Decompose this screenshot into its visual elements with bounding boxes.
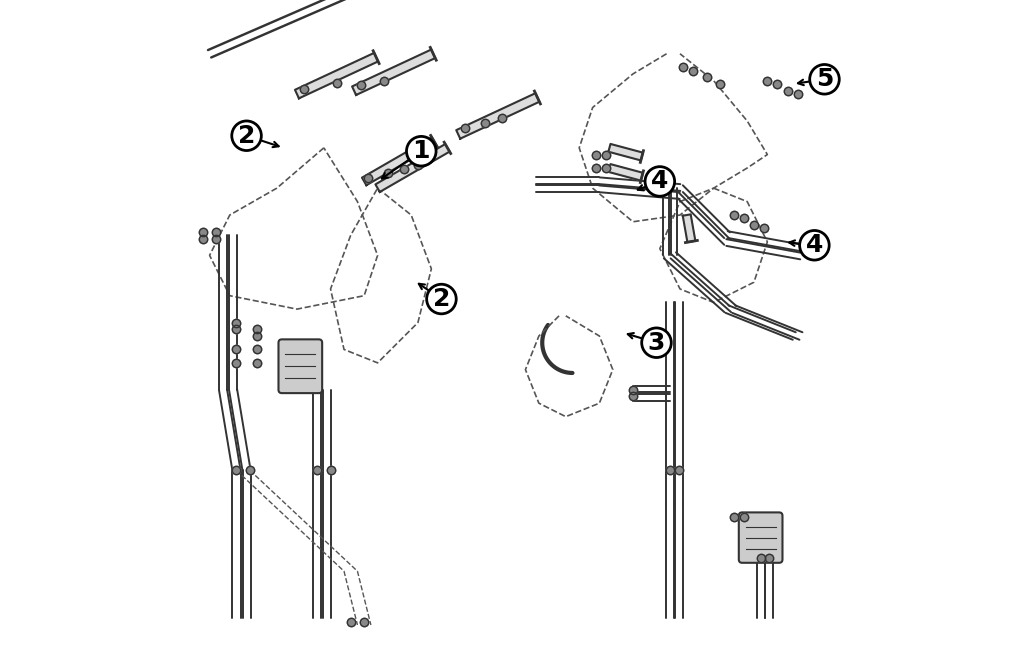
Polygon shape: [376, 144, 450, 192]
Circle shape: [645, 167, 675, 196]
FancyBboxPatch shape: [279, 339, 323, 393]
Polygon shape: [295, 53, 378, 98]
Circle shape: [810, 65, 840, 94]
Text: 1: 1: [413, 139, 430, 163]
Text: 3: 3: [648, 331, 666, 355]
Text: 4: 4: [651, 169, 669, 194]
Polygon shape: [683, 214, 695, 242]
FancyBboxPatch shape: [738, 512, 782, 563]
Circle shape: [231, 121, 261, 151]
Circle shape: [642, 328, 672, 358]
Text: 2: 2: [238, 124, 255, 148]
Polygon shape: [608, 164, 643, 181]
Polygon shape: [608, 144, 643, 161]
Text: 5: 5: [816, 67, 834, 91]
Polygon shape: [352, 50, 435, 95]
Text: 2: 2: [433, 287, 451, 311]
Circle shape: [800, 230, 829, 260]
Polygon shape: [457, 93, 540, 138]
Text: 4: 4: [806, 233, 823, 257]
Circle shape: [407, 136, 436, 166]
Circle shape: [427, 284, 457, 314]
Polygon shape: [361, 137, 436, 185]
